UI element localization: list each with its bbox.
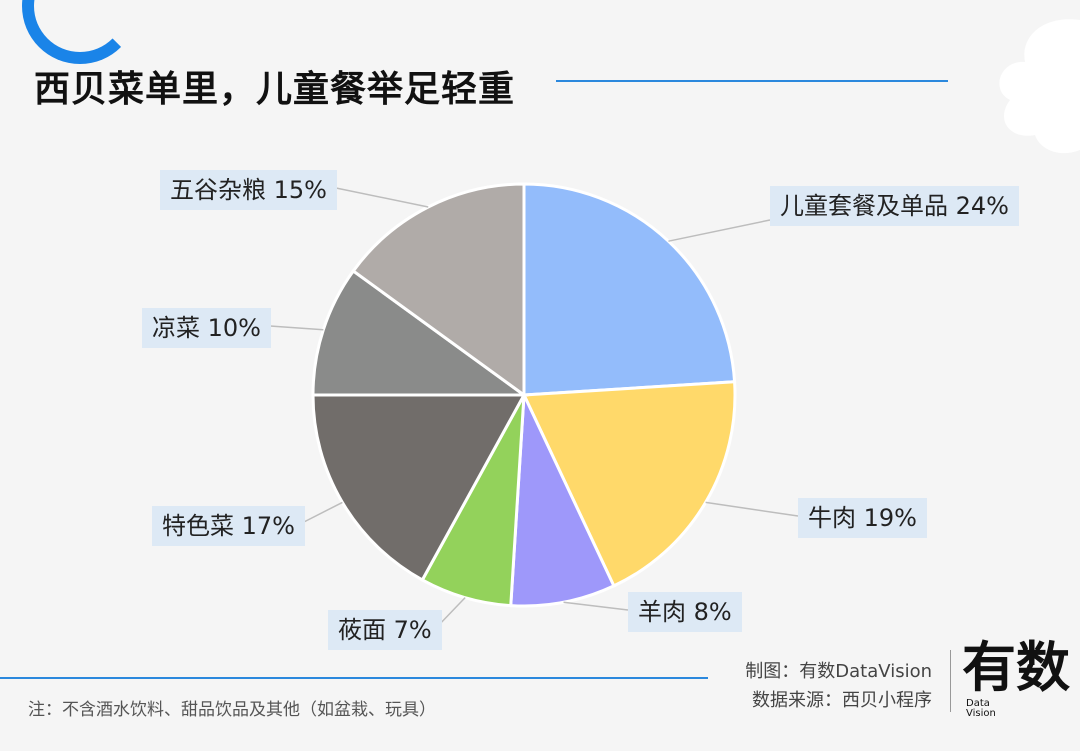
slice-label: 羊肉 8% (628, 592, 742, 632)
leader-line (335, 187, 429, 208)
slice-label: 五谷杂粮 15% (160, 170, 337, 210)
slice-label: 特色菜 17% (152, 506, 305, 546)
logo-sub-vision: Vision (966, 708, 996, 719)
title-divider (556, 80, 948, 82)
leader-line (705, 501, 799, 517)
logo-text: 有数 (962, 636, 1070, 699)
slice-label: 牛肉 19% (798, 498, 927, 538)
cloud-decoration (999, 0, 1080, 154)
credit-source: 数据来源：西贝小程序 (752, 690, 932, 711)
leader-line (269, 325, 324, 331)
pie-slice (351, 182, 526, 398)
slice-label: 凉菜 10% (142, 308, 271, 348)
slice-label: 莜面 7% (328, 610, 442, 650)
page-title: 西贝菜单里，儿童餐举足轻重 (34, 69, 516, 110)
pie-slice (521, 380, 737, 588)
footer-divider (0, 677, 708, 679)
pie-slice (509, 394, 616, 608)
logo-sub-data: Data (966, 698, 990, 709)
datavision-logo: 有数 Data Vision (962, 636, 1070, 720)
pie-slice (311, 268, 529, 397)
credit-maker: 制图：有数DataVision (745, 661, 932, 682)
pie-slice (522, 182, 737, 397)
leader-line (299, 501, 343, 525)
pie-slice (311, 393, 527, 582)
leader-line (668, 219, 771, 242)
leader-line (563, 601, 629, 611)
slice-label: 儿童套餐及单品 24% (770, 186, 1019, 226)
credit-separator (950, 650, 951, 712)
footnote: 注：不含酒水饮料、甜品饮品及其他（如盆栽、玩具） (28, 700, 436, 720)
